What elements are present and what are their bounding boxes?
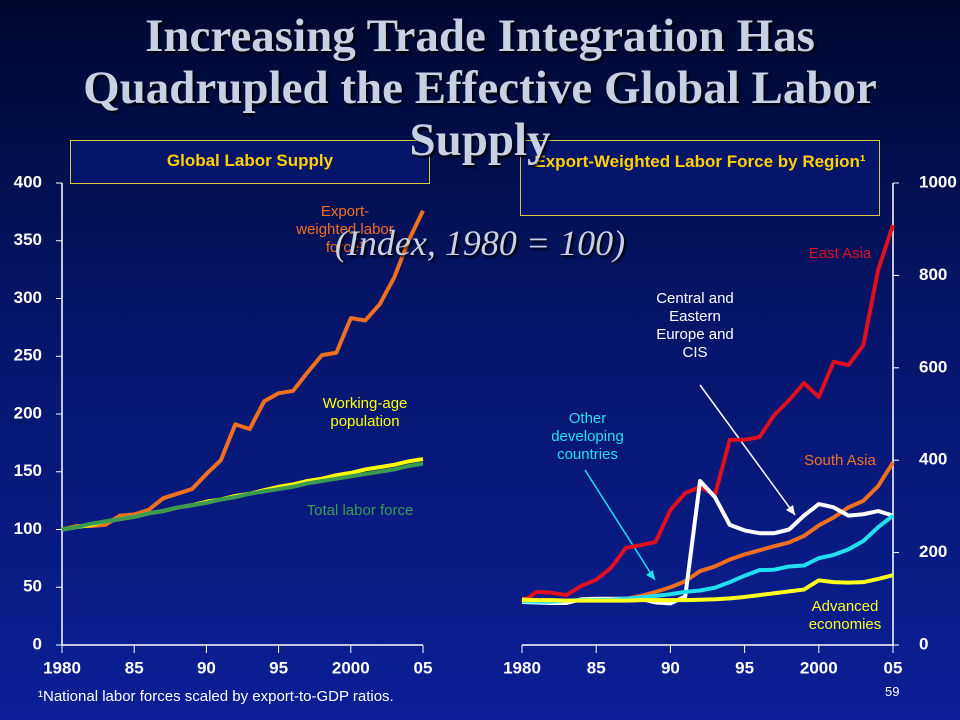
x-tick-label: 1980 xyxy=(503,658,541,677)
y-tick-label: 100 xyxy=(14,519,42,538)
x-tick-label: 05 xyxy=(414,658,433,677)
slide-title: Increasing Trade Integration Has Quadrup… xyxy=(83,10,877,166)
y-tick-label: 1000 xyxy=(919,172,957,191)
y-tick-label: 400 xyxy=(919,450,947,469)
y-tick-label: 600 xyxy=(919,357,947,376)
series-line xyxy=(61,461,424,532)
x-tick-label: 85 xyxy=(587,658,606,677)
x-tick-label: 90 xyxy=(197,658,216,677)
arrow-head xyxy=(786,505,795,515)
x-tick-label: 1980 xyxy=(43,658,81,677)
x-tick-label: 2000 xyxy=(800,658,838,677)
y-tick-label: 250 xyxy=(14,346,42,365)
footnote: ¹National labor forces scaled by export-… xyxy=(38,688,394,705)
arrow-head xyxy=(646,570,655,580)
series-line xyxy=(61,209,425,532)
y-tick-label: 200 xyxy=(14,403,42,422)
y-tick-label: 400 xyxy=(14,172,42,191)
chart-title: Global Labor Supply xyxy=(70,140,430,184)
x-tick-label: 95 xyxy=(269,658,288,677)
series-label: Advanced economies xyxy=(808,598,882,633)
series-label: Working-age population xyxy=(322,395,408,430)
slide-subtitle: (Index, 1980 = 100) xyxy=(334,223,626,263)
x-tick-label: 90 xyxy=(661,658,680,677)
y-tick-label: 350 xyxy=(14,230,42,249)
y-tick-label: 300 xyxy=(14,288,42,307)
x-tick-label: 2000 xyxy=(332,658,370,677)
series-line xyxy=(522,573,894,603)
x-tick-label: 85 xyxy=(125,658,144,677)
series-label: Export-weighted labor force¹ xyxy=(296,203,394,256)
chart-title: Export-Weighted Labor Force by Region¹ xyxy=(520,140,880,216)
y-tick-label: 0 xyxy=(33,634,42,653)
x-tick-label: 95 xyxy=(735,658,754,677)
series-label: Total labor force xyxy=(306,502,414,519)
series-label: Central and Eastern Europe and CIS xyxy=(656,290,734,361)
y-tick-label: 150 xyxy=(14,461,42,480)
series-line xyxy=(521,478,894,606)
series-label: South Asia xyxy=(804,452,876,469)
y-tick-label: 200 xyxy=(919,542,947,561)
arrow xyxy=(584,469,656,581)
y-tick-label: 0 xyxy=(919,634,928,653)
x-tick-label: 05 xyxy=(884,658,903,677)
series-label: East Asia xyxy=(808,245,872,262)
arrow xyxy=(699,384,796,516)
page-number: 59 xyxy=(885,684,900,699)
y-tick-label: 800 xyxy=(919,265,947,284)
series-label: Other developing countries xyxy=(551,410,624,463)
y-tick-label: 50 xyxy=(23,577,42,596)
